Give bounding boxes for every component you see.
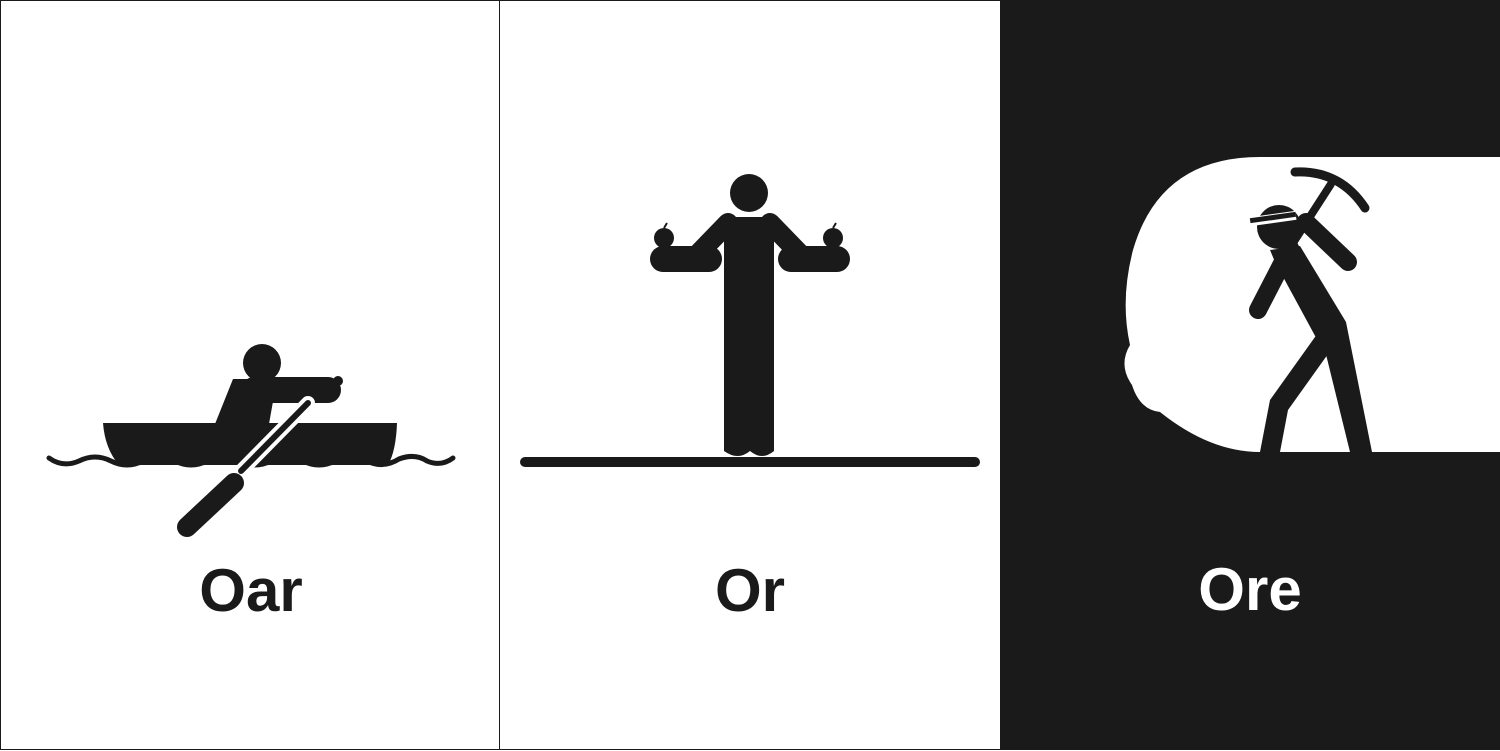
word-label: Or — [714, 557, 786, 624]
miner-pickaxe-icon — [1124, 157, 1500, 452]
word-label: Oar — [199, 557, 303, 624]
person-choosing-icon — [520, 174, 980, 467]
rowing-boat-icon — [46, 344, 456, 537]
panel-or: Or — [500, 0, 1000, 750]
apple-right-icon — [823, 222, 843, 248]
word-label: Ore — [1198, 556, 1302, 623]
panel-ore: Ore — [1000, 0, 1500, 750]
panel-oar: Oar — [0, 0, 500, 750]
apple-left-icon — [654, 222, 674, 248]
